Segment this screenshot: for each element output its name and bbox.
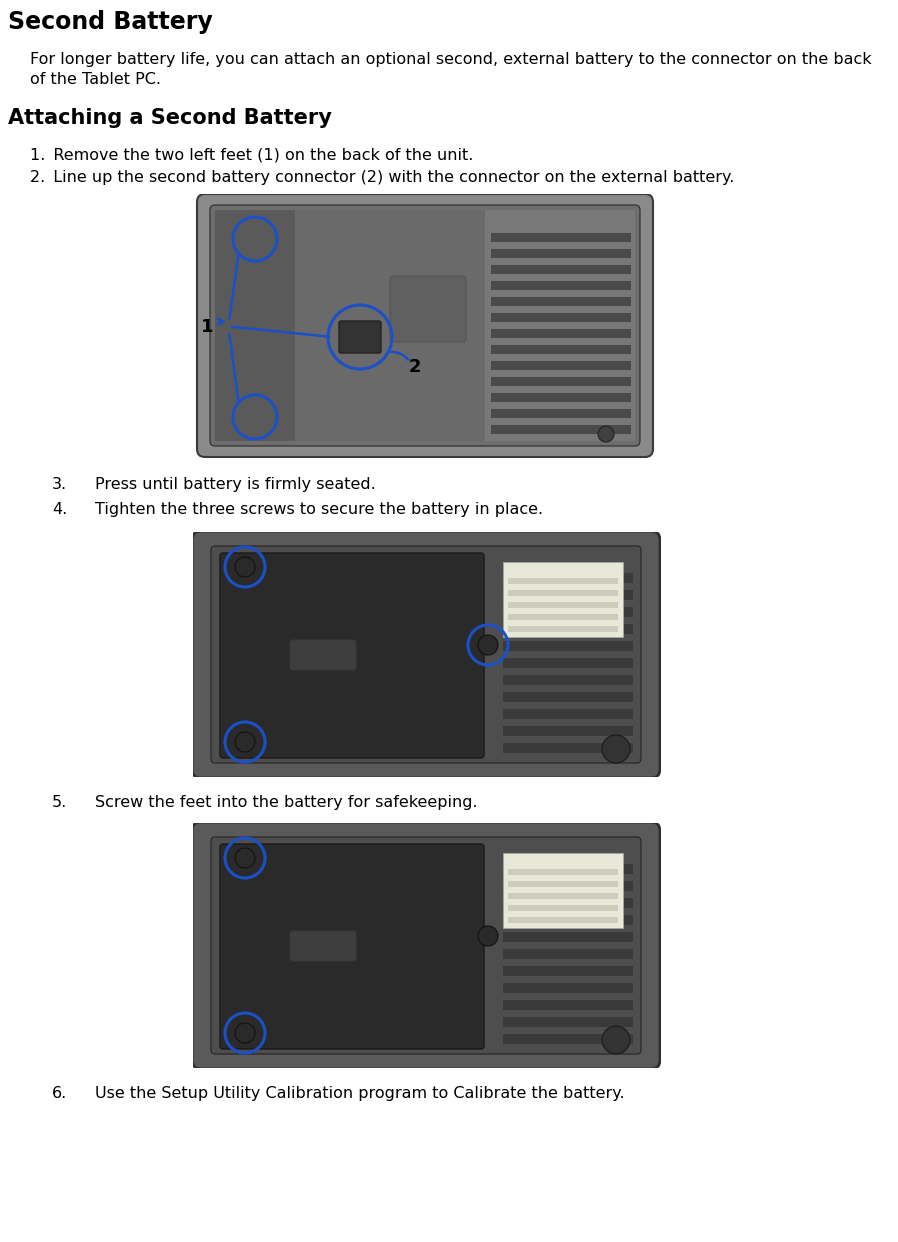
FancyBboxPatch shape [210, 205, 640, 446]
Text: Press until battery is firmly seated.: Press until battery is firmly seated. [95, 477, 375, 492]
Bar [491, 345, 631, 354]
Bar [508, 917, 618, 923]
Bar [503, 966, 633, 976]
Bar [503, 949, 633, 959]
FancyBboxPatch shape [290, 640, 356, 669]
Text: For longer battery life, you can attach an optional second, external battery to : For longer battery life, you can attach … [30, 52, 872, 67]
Bar [491, 409, 631, 419]
Text: Attaching a Second Battery: Attaching a Second Battery [8, 108, 332, 128]
Text: 2. Line up the second battery connector (2) with the connector on the external b: 2. Line up the second battery connector … [30, 170, 735, 185]
Bar [503, 853, 623, 928]
Circle shape [235, 1023, 255, 1043]
Bar [503, 658, 633, 668]
Bar [508, 602, 618, 609]
Bar [508, 614, 618, 620]
Circle shape [478, 927, 498, 946]
Bar [503, 709, 633, 719]
FancyBboxPatch shape [197, 194, 653, 457]
Bar [508, 905, 618, 910]
Bar [508, 626, 618, 632]
Text: Use the Setup Utility Calibration program to Calibrate the battery.: Use the Setup Utility Calibration progra… [95, 1086, 625, 1100]
Bar [491, 233, 631, 242]
Bar [508, 881, 618, 887]
Text: 1. Remove the two left feet (1) on the back of the unit.: 1. Remove the two left feet (1) on the b… [30, 148, 473, 163]
Bar [503, 915, 633, 925]
Bar [215, 210, 295, 441]
Bar [508, 893, 618, 899]
Bar [503, 864, 633, 874]
Bar [503, 674, 633, 686]
Text: 6.: 6. [52, 1086, 67, 1100]
Text: 1: 1 [201, 318, 213, 335]
FancyBboxPatch shape [290, 932, 356, 961]
Bar [503, 573, 633, 582]
Text: 2: 2 [409, 358, 421, 376]
Text: 4.: 4. [52, 502, 67, 517]
Bar [491, 281, 631, 289]
Bar [503, 982, 633, 994]
Bar [491, 392, 631, 402]
Bar [503, 881, 633, 891]
Text: of the Tablet PC.: of the Tablet PC. [30, 72, 161, 87]
Bar [503, 727, 633, 737]
Bar [503, 1035, 633, 1045]
Bar [503, 641, 633, 651]
Bar [503, 561, 623, 637]
FancyBboxPatch shape [339, 320, 381, 353]
Bar [503, 932, 633, 941]
Text: Tighten the three screws to secure the battery in place.: Tighten the three screws to secure the b… [95, 502, 543, 517]
FancyBboxPatch shape [390, 276, 466, 342]
Circle shape [235, 848, 255, 868]
Bar [491, 248, 631, 258]
Bar [503, 898, 633, 908]
Bar [508, 590, 618, 596]
Circle shape [478, 635, 498, 655]
Circle shape [602, 1026, 630, 1054]
Bar [491, 329, 631, 338]
Bar [491, 297, 631, 306]
Text: 3.: 3. [52, 477, 67, 492]
Bar [503, 590, 633, 600]
FancyBboxPatch shape [192, 532, 660, 777]
Text: Screw the feet into the battery for safekeeping.: Screw the feet into the battery for safe… [95, 795, 478, 810]
FancyBboxPatch shape [211, 546, 641, 763]
FancyArrowPatch shape [391, 351, 409, 360]
Bar [503, 1000, 633, 1010]
Text: Second Battery: Second Battery [8, 10, 213, 34]
Bar [503, 623, 633, 633]
Bar [485, 210, 635, 441]
FancyBboxPatch shape [192, 822, 660, 1069]
Bar [491, 378, 631, 386]
Bar [491, 425, 631, 433]
Bar [491, 265, 631, 274]
Circle shape [235, 556, 255, 578]
FancyBboxPatch shape [220, 845, 484, 1049]
Bar [491, 361, 631, 370]
FancyBboxPatch shape [211, 837, 641, 1054]
Bar [295, 210, 485, 441]
Bar [503, 743, 633, 753]
Bar [508, 578, 618, 584]
Bar [503, 1017, 633, 1027]
FancyBboxPatch shape [220, 553, 484, 758]
Bar [503, 692, 633, 702]
Circle shape [602, 735, 630, 763]
Bar [503, 607, 633, 617]
Bar [491, 313, 631, 322]
Text: 5.: 5. [52, 795, 67, 810]
Bar [508, 869, 618, 876]
Circle shape [235, 732, 255, 751]
Circle shape [598, 426, 614, 442]
